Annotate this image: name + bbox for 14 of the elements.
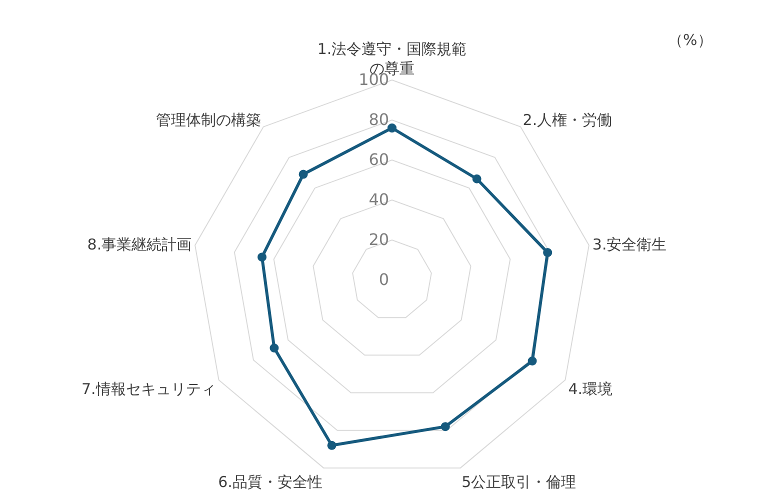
spoke-label: 5公正取引・倫理 [462,473,576,492]
spoke-label: 2.人権・労働 [522,111,612,130]
spoke-label: 7.情報セキュリティ [81,380,216,398]
y-tick-label: 80 [368,110,390,130]
text: （%） [668,31,712,49]
spoke-label: 6.品質・安全性 [218,473,322,492]
spoke-label: 8.事業継続計画 [87,235,192,254]
y-tick-label: 40 [368,190,390,210]
spoke-label: 管理体制の構築 [156,111,262,130]
y-tick-label: 60 [368,150,390,170]
spoke-label: 3.安全衛生 [592,235,667,254]
y-tick-label: 20 [368,230,390,250]
spoke-label: 4.環境 [568,380,613,398]
y-tick-label: 0 [378,270,390,290]
